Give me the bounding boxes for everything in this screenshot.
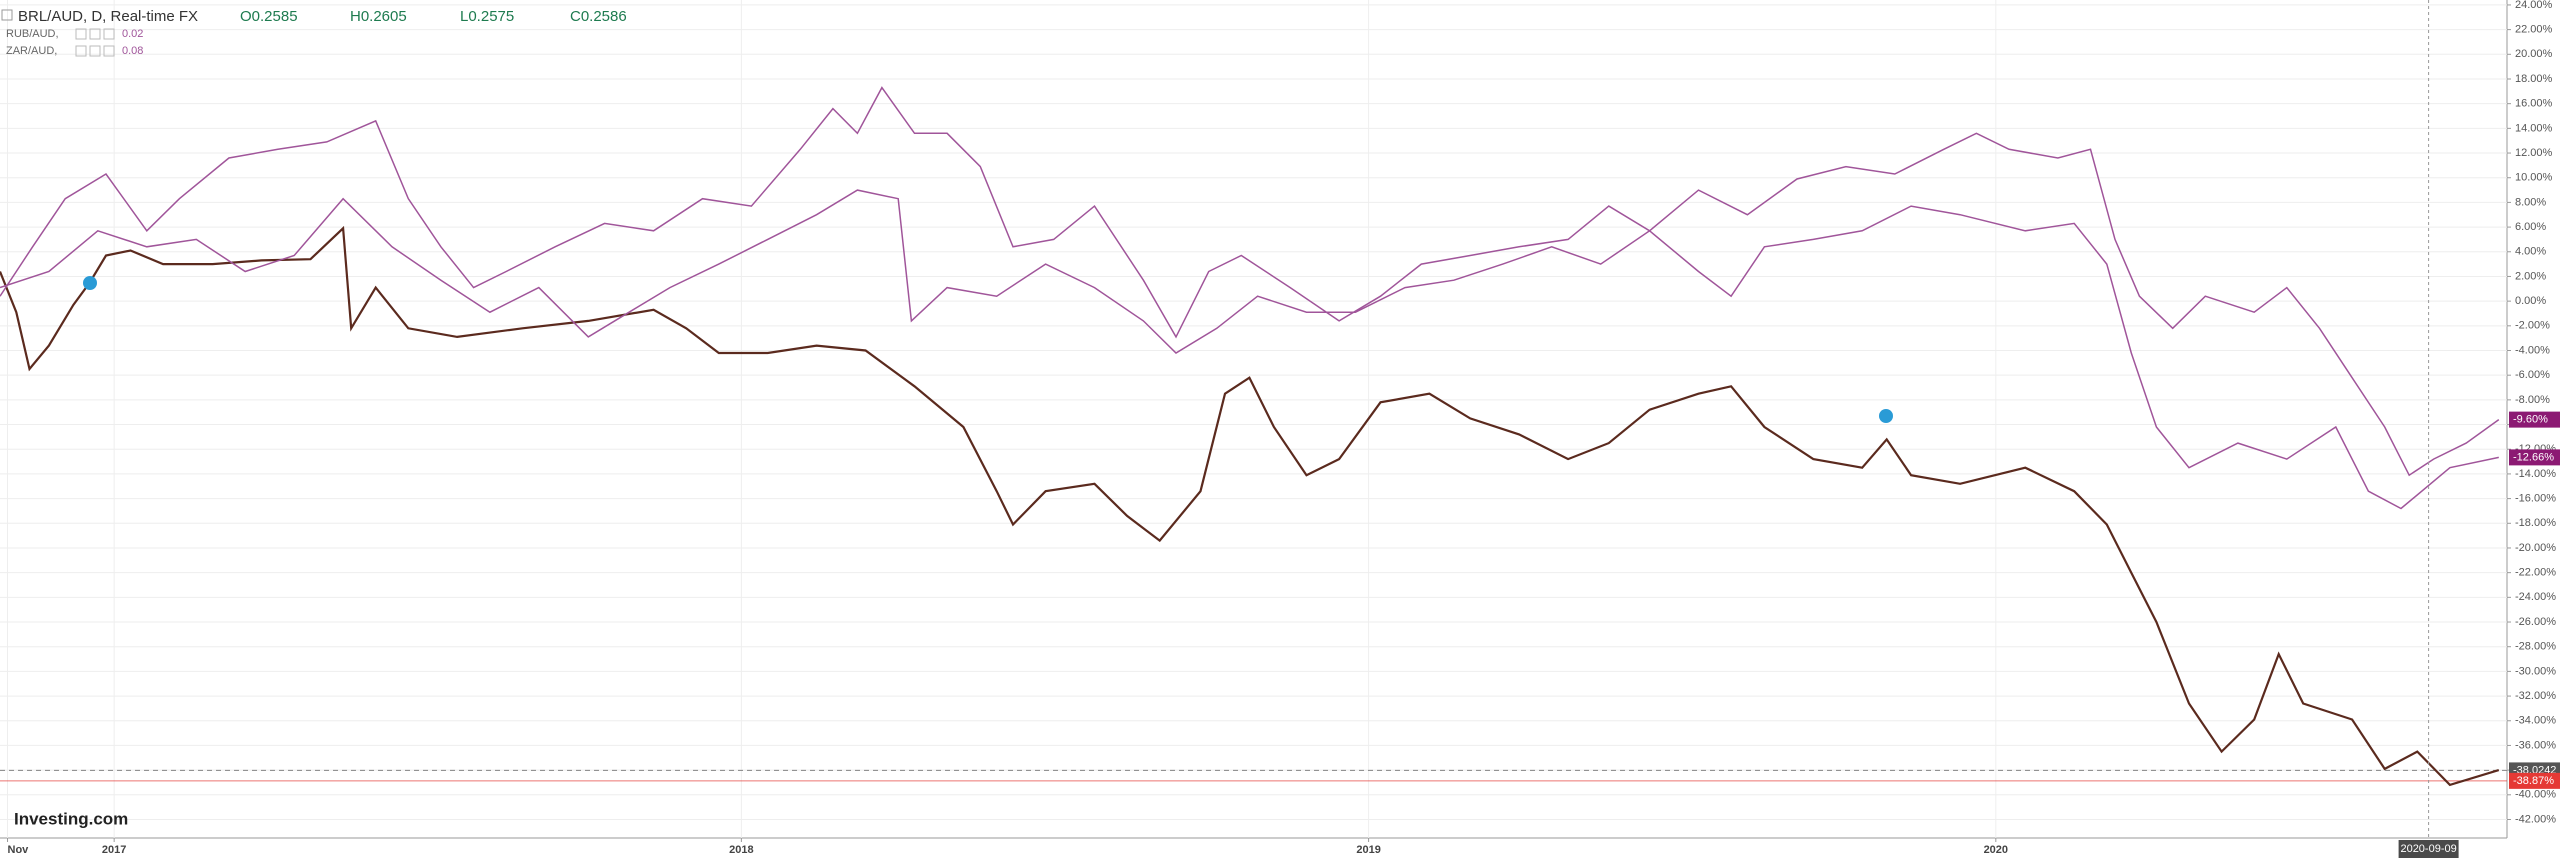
y-tick-label: -14.00% (2515, 468, 2556, 480)
y-tick-label: -24.00% (2515, 591, 2556, 603)
y-tick-label: -16.00% (2515, 493, 2556, 505)
series-line (0, 189, 2499, 510)
y-tick-label: -32.00% (2515, 690, 2556, 702)
chart-title: BRL/AUD, D, Real-time FX (18, 8, 198, 25)
legend-button[interactable] (103, 45, 115, 57)
x-tick-label: 2019 (1356, 844, 1380, 856)
marks (0, 0, 2507, 838)
y-tick-label: -6.00% (2515, 369, 2550, 381)
series-line (0, 86, 2500, 477)
ohlc-value: L0.2575 (460, 8, 514, 25)
legend-button[interactable] (103, 28, 115, 40)
y-tick-label: -2.00% (2515, 320, 2550, 332)
grid (0, 0, 2511, 842)
brand: Investing.com (14, 809, 128, 828)
y-tick-label: -26.00% (2515, 616, 2556, 628)
event-marker[interactable] (83, 276, 97, 290)
y-tick-label: -42.00% (2515, 813, 2556, 825)
legend-button[interactable] (75, 45, 87, 57)
last-value-label: -9.60% (2513, 414, 2548, 426)
y-tick-label: 22.00% (2515, 24, 2553, 36)
ohlc-value: O0.2585 (240, 8, 298, 25)
y-tick-label: 14.00% (2515, 122, 2553, 134)
y-tick-label: 12.00% (2515, 147, 2553, 159)
crosshair-label: 2020-09-09 (2400, 843, 2456, 855)
y-tick-label: 18.00% (2515, 73, 2553, 85)
event-marker[interactable] (1879, 409, 1893, 423)
ohlc: O0.2585 H0.2605 L0.2575 C0.2586 (240, 8, 627, 25)
legend: RUB/AUD, 0.02 ZAR/AUD, 0.08 (6, 28, 143, 57)
x-tick-label: Nov (8, 844, 30, 856)
ohlc-value: H0.2605 (350, 8, 407, 25)
y-tick-label: -36.00% (2515, 739, 2556, 751)
y-tick-label: 16.00% (2515, 98, 2553, 110)
y-tick-label: -18.00% (2515, 517, 2556, 529)
y-tick-label: -22.00% (2515, 567, 2556, 579)
y-tick-label: 24.00% (2515, 0, 2553, 11)
crosshair-label-box (2398, 840, 2459, 858)
last-value-label: -12.66% (2513, 451, 2554, 463)
y-tick-label: -20.00% (2515, 542, 2556, 554)
price-label-box (2509, 772, 2560, 789)
ohlc-value: C0.2586 (570, 8, 627, 25)
collapse-icon[interactable] (1, 9, 13, 21)
y-tick-label: 8.00% (2515, 196, 2546, 208)
y-tick-label: 6.00% (2515, 221, 2546, 233)
series-line (0, 225, 2500, 787)
x-tick-label: 2020 (1984, 844, 2008, 856)
y-tick-label: -8.00% (2515, 394, 2550, 406)
y-tick-label: 0.00% (2515, 295, 2546, 307)
legend-value: 0.08 (122, 45, 143, 57)
price-label: -38.87% (2513, 775, 2554, 787)
y-tick-label: -28.00% (2515, 641, 2556, 653)
y-tick-label: -34.00% (2515, 715, 2556, 727)
y-tick-label: 2.00% (2515, 270, 2546, 282)
x-tick-label: 2017 (102, 844, 126, 856)
legend-label: RUB/AUD, (6, 28, 59, 40)
legend-button[interactable] (75, 28, 87, 40)
x-tick-label: 2018 (729, 844, 753, 856)
last-value-label-box (2509, 411, 2560, 428)
legend-button[interactable] (89, 28, 101, 40)
y-tick-label: 20.00% (2515, 48, 2553, 60)
y-tick-label: 4.00% (2515, 246, 2546, 258)
y-tick-label: -4.00% (2515, 344, 2550, 356)
y-tick-label: -40.00% (2515, 789, 2556, 801)
last-value-label-box (2509, 449, 2560, 466)
legend-button[interactable] (89, 45, 101, 57)
y-tick-label: -30.00% (2515, 665, 2556, 677)
y-tick-label: 10.00% (2515, 172, 2553, 184)
legend-label: ZAR/AUD, (6, 45, 57, 57)
legend-value: 0.02 (122, 28, 143, 40)
